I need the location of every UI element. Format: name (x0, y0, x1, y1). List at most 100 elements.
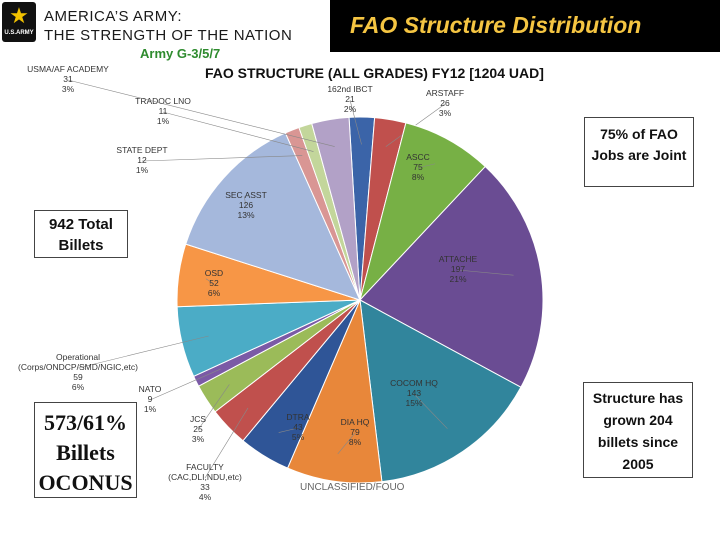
slice-label-line: 197 (451, 264, 465, 274)
slice-label-line: 13% (237, 210, 254, 220)
slice-label: ARSTAFF 26 3% (426, 88, 464, 118)
callout-line: Structure has (592, 390, 684, 406)
slice-label: Operational (Corps/ONDCP/SMD/NGIC,etc) 59 6… (18, 352, 138, 392)
callout-line: grown 204 (603, 412, 673, 428)
callout-line: Jobs are Joint (591, 147, 687, 163)
slice-label-line: 143 (407, 388, 421, 398)
leader-line (197, 384, 230, 431)
leader-line (162, 111, 314, 152)
slice-label: TRADOC LNO 11 1% (135, 96, 191, 126)
chart-title: FAO STRUCTURE (ALL GRADES) FY12 [1204 UA… (205, 65, 544, 81)
slice-label-line: 6% (208, 288, 221, 298)
slice-label-line: (CAC,DLI,NDU,etc) (168, 472, 242, 482)
slice-label-line: 15% (405, 398, 422, 408)
slice-label: ASCC 75 8% (406, 152, 430, 182)
slice-label-line: SEC ASST (225, 190, 267, 200)
slice-label-line: 21% (449, 274, 466, 284)
slice-label-line: 1% (144, 404, 157, 414)
slice-label: 162nd IBCT 21 2% (327, 84, 372, 114)
logo-text: U.S.ARMY (4, 30, 34, 36)
leader-line (205, 278, 215, 285)
slice-label-line: 2% (344, 104, 357, 114)
slice-label-line: 12 (137, 155, 147, 165)
slice-label-line: 21 (345, 94, 355, 104)
slice-label-line: 126 (239, 200, 253, 210)
pie-slice (359, 122, 486, 301)
slice-label-line: DTRA (286, 412, 309, 422)
callout-line: 573/61% (43, 410, 128, 435)
slice-label-line: 9 (148, 394, 153, 404)
slice-label-line: JCS (190, 414, 206, 424)
slice-label-line: 11 (159, 106, 168, 116)
slice-label-line: 1% (136, 165, 149, 175)
header-banner: ★ U.S.ARMY AMERICA’S ARMY: THE STRENGTH … (0, 0, 720, 52)
slice-label-line: ASCC (406, 152, 430, 162)
slice-label-line: 6% (72, 382, 85, 392)
army-logo: ★ U.S.ARMY (2, 2, 36, 42)
slice-label: STATE DEPT 12 1% (116, 145, 167, 175)
slice-label-line: 162nd IBCT (327, 84, 372, 94)
slice-label-line: OSD (205, 268, 223, 278)
slice-label: OSD 52 6% (205, 268, 223, 298)
slice-label-line: 3% (62, 84, 75, 94)
slice-label-line: 3% (192, 434, 205, 444)
total-billets-callout: 942 Total Billets (34, 210, 128, 258)
slice-label-line: 75 (413, 162, 423, 172)
slice-label-line: 8% (412, 172, 425, 182)
joint-jobs-callout: 75% of FAO Jobs are Joint (584, 117, 694, 187)
slice-label: COCOM HQ 143 15% (390, 378, 438, 408)
slice-label: ATTACHE 197 21% (439, 254, 478, 284)
slice-label: SEC ASST 126 13% (225, 190, 267, 220)
slice-label-line: 79 (350, 427, 360, 437)
slice-label-line: 33 (200, 482, 210, 492)
slice-label-line: 5% (292, 432, 305, 442)
slice-label-line: USMA/AF ACADEMY (27, 64, 109, 74)
slice-label-line: 1% (157, 116, 170, 126)
oconus-callout: 573/61% Billets OCONUS (34, 402, 137, 498)
slice-label-line: Operational (56, 352, 100, 362)
pie-slice (359, 299, 522, 483)
slice-label-line: FACULTY (186, 462, 224, 472)
callout-line: 2005 (622, 456, 654, 472)
callout-line: billets since (597, 434, 679, 450)
slice-label-line: ATTACHE (439, 254, 478, 264)
leader-line (243, 196, 247, 207)
slice-label-line: 26 (440, 98, 450, 108)
slice-label: NATO 9 1% (139, 384, 162, 414)
slice-label-line: 25 (193, 424, 203, 434)
slice-label: USMA/AF ACADEMY 31 3% (27, 64, 109, 94)
slice-label-line: 52 (209, 278, 219, 288)
slice-label-line: 59 (73, 372, 83, 382)
leader-line (141, 155, 303, 162)
slice-label-line: TRADOC LNO (135, 96, 191, 106)
slice-label-line: NATO (139, 384, 162, 394)
army-star-icon: ★ (9, 4, 29, 29)
pie-slice (311, 116, 361, 301)
pie-slice (359, 165, 544, 388)
leader-line (204, 407, 249, 479)
slice-label: JCS 25 3% (190, 414, 206, 444)
slice-label-line: 43 (293, 422, 303, 432)
title-bar (330, 0, 720, 52)
callout-line: Billets (58, 237, 104, 254)
callout-line: OCONUS (38, 470, 133, 495)
leader-line (337, 432, 356, 455)
sub-label: Army G-3/5/7 (140, 46, 221, 61)
slice-label-line: 4% (199, 492, 212, 502)
brand-line-2: THE STRENGTH OF THE NATION (44, 27, 293, 44)
slice-label-line: 3% (439, 108, 452, 118)
leader-line (413, 393, 448, 429)
leader-line (77, 335, 209, 369)
slice-label-line: COCOM HQ (390, 378, 438, 388)
slice-label-line: 31 (63, 74, 73, 84)
leader-line (417, 163, 436, 169)
leader-line (457, 269, 514, 276)
slice-label-line: ARSTAFF (426, 88, 464, 98)
callout-line: 75% of FAO (600, 126, 678, 142)
slice-label-line: 8% (349, 437, 362, 447)
slice-label-line: (Corps/ONDCP/SMD/NGIC,etc) (18, 362, 138, 372)
leader-line (278, 427, 299, 433)
classification-footer: UNCLASSIFIED/FOUO (300, 482, 405, 493)
slice-label-line: DIA HQ (341, 417, 370, 427)
